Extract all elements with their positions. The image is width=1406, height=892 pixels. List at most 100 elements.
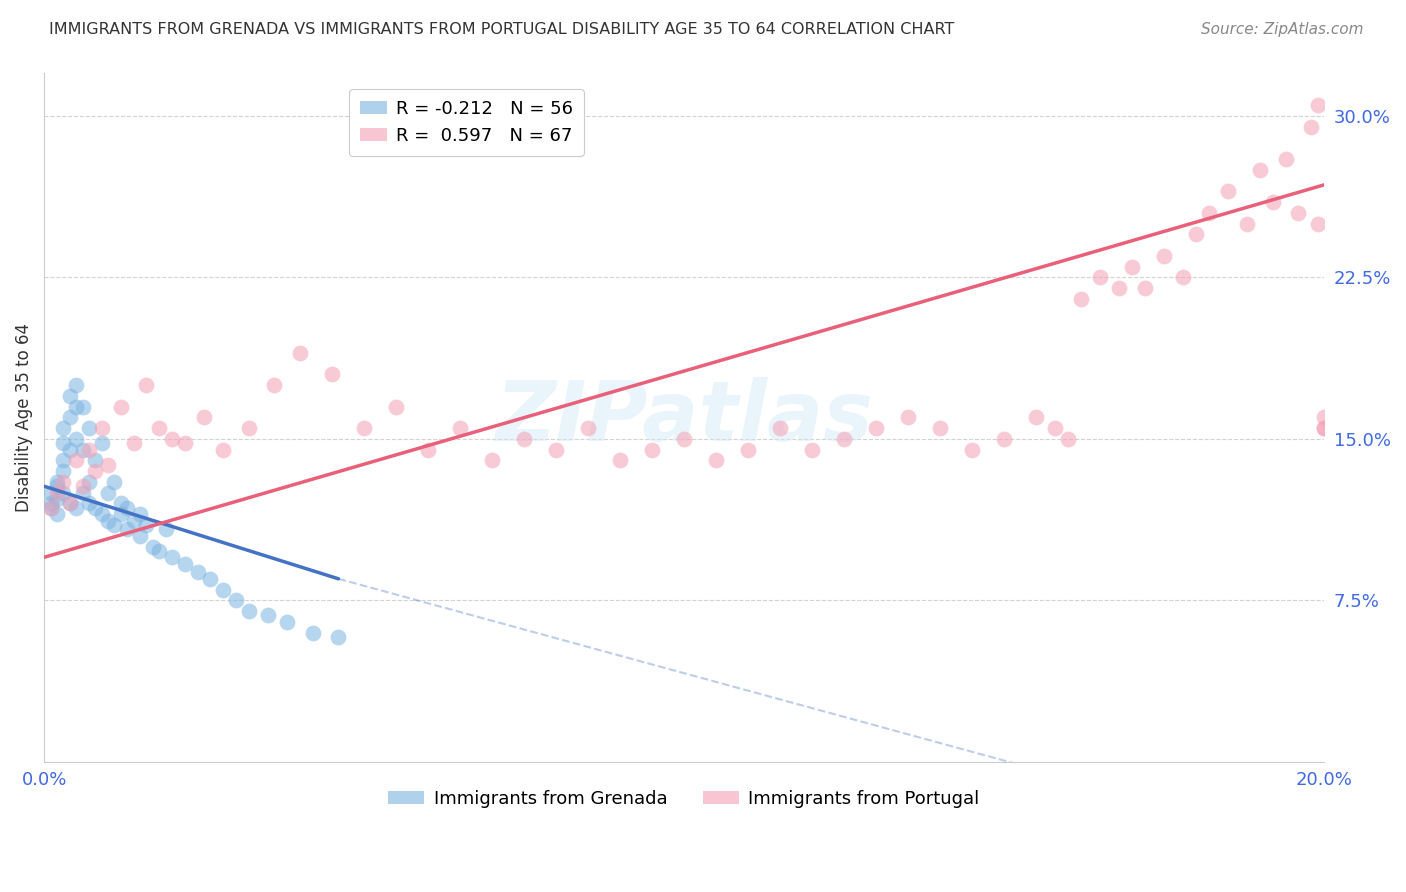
Text: ZIPatlas: ZIPatlas <box>495 377 873 458</box>
Point <box>65 378 87 392</box>
Point <box>609 453 631 467</box>
Point <box>110 507 132 521</box>
Point <box>929 421 952 435</box>
Point <box>897 410 920 425</box>
Point <box>1108 281 1130 295</box>
Point <box>52 475 75 489</box>
Point <box>321 368 343 382</box>
Point <box>84 500 107 515</box>
Point <box>832 432 855 446</box>
Point <box>1306 98 1329 112</box>
Point <box>212 442 235 457</box>
Point <box>39 485 62 500</box>
Point <box>59 496 82 510</box>
Point <box>52 485 75 500</box>
Point <box>97 514 120 528</box>
Point <box>77 421 100 435</box>
Point <box>416 442 439 457</box>
Point <box>110 400 132 414</box>
Point <box>385 400 408 414</box>
Point <box>65 453 87 467</box>
Point <box>193 410 215 425</box>
Point <box>353 421 375 435</box>
Point <box>544 442 567 457</box>
Point <box>117 522 139 536</box>
Point <box>704 453 727 467</box>
Point <box>65 500 87 515</box>
Point <box>45 475 67 489</box>
Point <box>1274 152 1296 166</box>
Point <box>1313 421 1336 435</box>
Point <box>59 389 82 403</box>
Point <box>1198 206 1220 220</box>
Point <box>238 604 260 618</box>
Point <box>160 550 183 565</box>
Point <box>1185 227 1208 242</box>
Point <box>1261 195 1284 210</box>
Point <box>45 479 67 493</box>
Point <box>276 615 298 629</box>
Point <box>84 453 107 467</box>
Point <box>481 453 503 467</box>
Point <box>1088 270 1111 285</box>
Point <box>160 432 183 446</box>
Point <box>1249 162 1271 177</box>
Point <box>103 475 125 489</box>
Y-axis label: Disability Age 35 to 64: Disability Age 35 to 64 <box>15 323 32 512</box>
Point <box>45 492 67 507</box>
Point <box>39 496 62 510</box>
Point <box>45 485 67 500</box>
Point <box>77 496 100 510</box>
Point <box>90 507 112 521</box>
Point <box>155 522 177 536</box>
Point <box>960 442 983 457</box>
Point <box>129 507 152 521</box>
Point <box>90 421 112 435</box>
Point <box>1171 270 1194 285</box>
Text: IMMIGRANTS FROM GRENADA VS IMMIGRANTS FROM PORTUGAL DISABILITY AGE 35 TO 64 CORR: IMMIGRANTS FROM GRENADA VS IMMIGRANTS FR… <box>49 22 955 37</box>
Point <box>993 432 1015 446</box>
Point <box>769 421 792 435</box>
Point <box>513 432 536 446</box>
Point <box>39 500 62 515</box>
Point <box>148 544 170 558</box>
Point <box>59 410 82 425</box>
Point <box>672 432 695 446</box>
Point <box>1133 281 1156 295</box>
Point <box>77 442 100 457</box>
Point <box>97 458 120 472</box>
Point <box>84 464 107 478</box>
Point <box>1313 421 1336 435</box>
Point <box>39 500 62 515</box>
Point <box>72 479 94 493</box>
Point <box>200 572 222 586</box>
Point <box>187 566 209 580</box>
Point <box>110 496 132 510</box>
Point <box>737 442 759 457</box>
Point <box>97 485 120 500</box>
Point <box>65 432 87 446</box>
Point <box>238 421 260 435</box>
Point <box>173 436 195 450</box>
Point <box>302 625 325 640</box>
Point <box>1121 260 1143 274</box>
Point <box>45 507 67 521</box>
Point <box>1313 410 1336 425</box>
Point <box>865 421 887 435</box>
Point <box>72 485 94 500</box>
Point <box>801 442 824 457</box>
Point <box>122 514 145 528</box>
Point <box>1057 432 1080 446</box>
Point <box>449 421 471 435</box>
Point <box>225 593 247 607</box>
Point <box>263 378 285 392</box>
Point <box>1153 249 1175 263</box>
Point <box>72 400 94 414</box>
Point <box>59 496 82 510</box>
Point <box>142 540 165 554</box>
Point <box>1043 421 1066 435</box>
Point <box>1306 217 1329 231</box>
Point <box>257 608 280 623</box>
Point <box>117 500 139 515</box>
Point <box>1286 206 1309 220</box>
